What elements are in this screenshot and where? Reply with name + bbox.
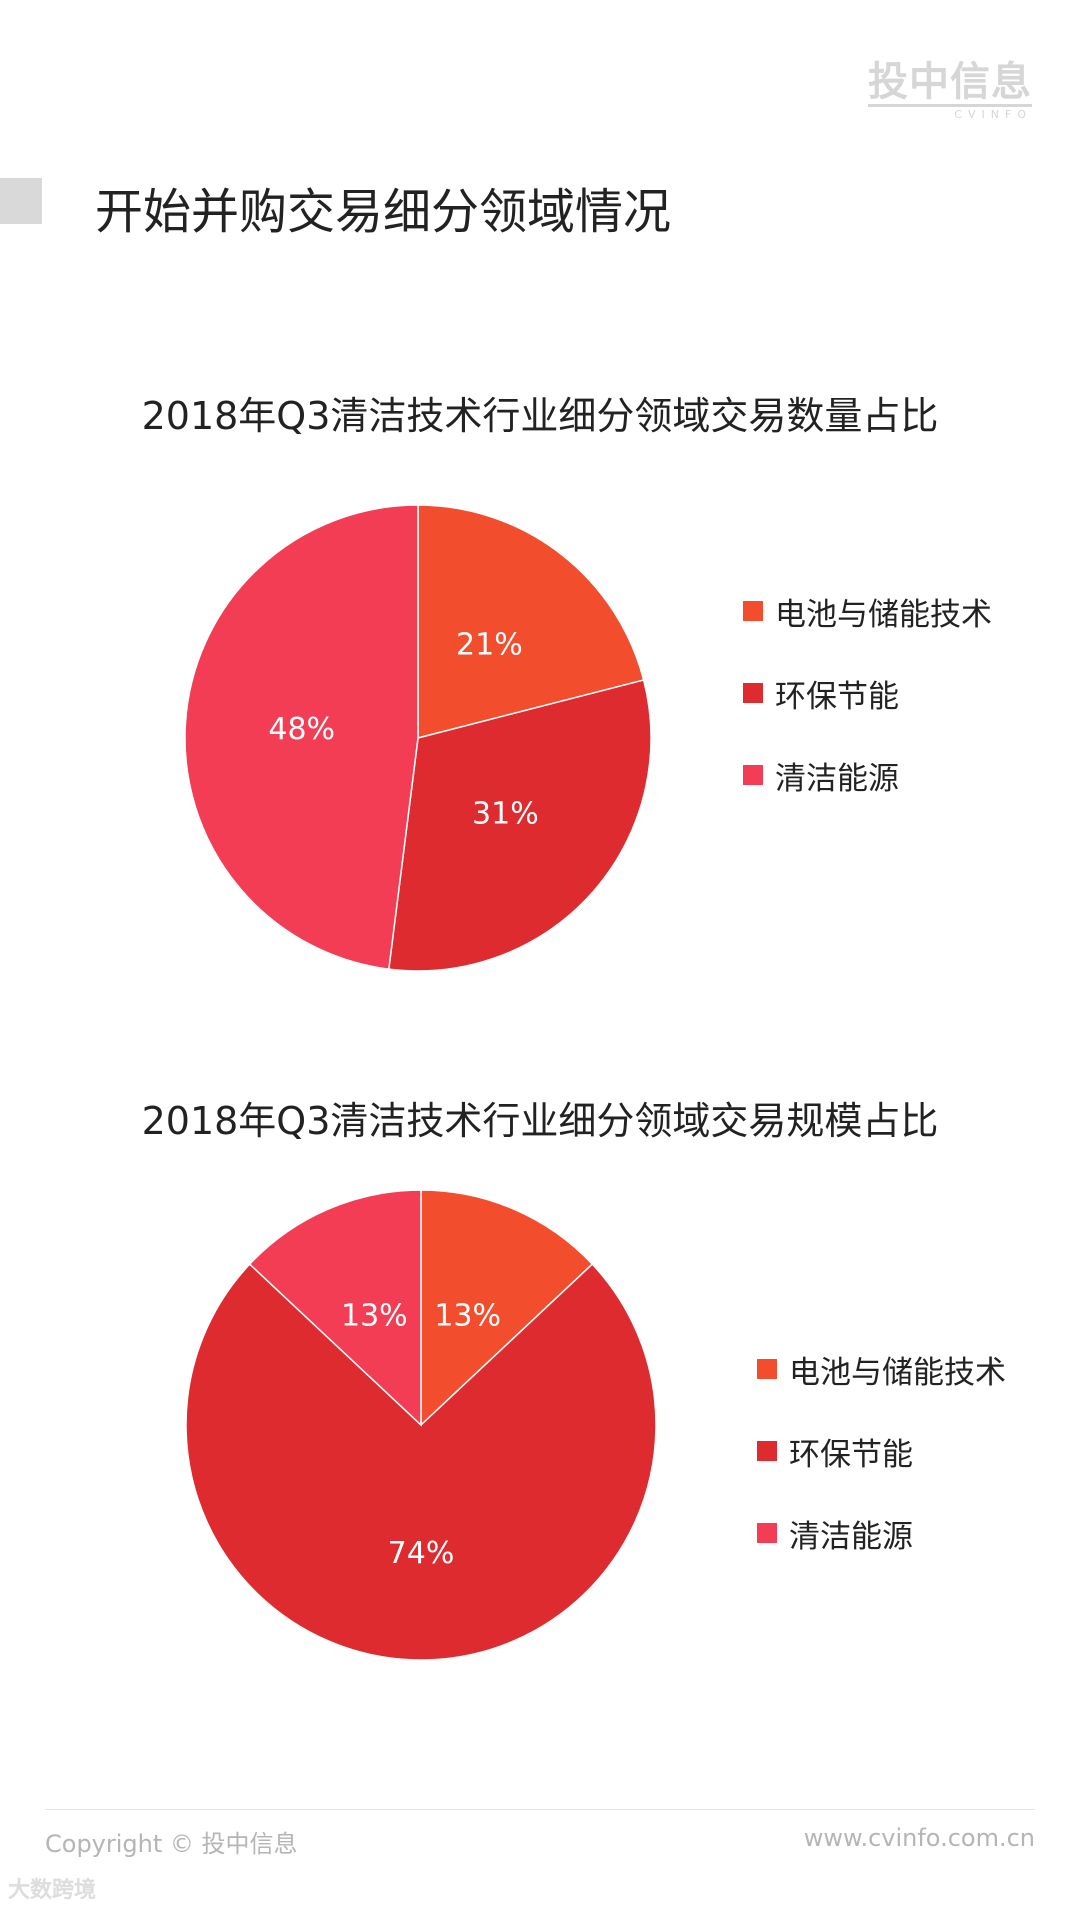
legend-swatch: [757, 1441, 777, 1461]
chart-1-pie: 21% 31% 48%: [184, 504, 652, 972]
legend-swatch: [757, 1359, 777, 1379]
legend-label: 电池与储能技术: [789, 1354, 1006, 1391]
watermark: 大数跨境: [8, 1878, 97, 1903]
legend-label: 清洁能源: [789, 1518, 913, 1555]
pie-data-label-3: 48%: [268, 712, 335, 747]
legend-swatch: [743, 601, 763, 621]
pie-data-label-2: 74%: [388, 1536, 455, 1571]
footer-url[interactable]: www.cvinfo.com.cn: [803, 1824, 1035, 1852]
pie-slice-3: [248, 1189, 422, 1427]
chart-2-title: 2018年Q3清洁技术行业细分领域交易规模占比: [141, 1099, 939, 1143]
legend-item: 环保节能: [757, 1410, 1006, 1492]
legend-label: 环保节能: [775, 678, 899, 715]
chart-1-legend: 电池与储能技术 环保节能清洁能源: [743, 570, 992, 816]
legend-swatch: [743, 765, 763, 785]
footer-divider: [45, 1809, 1035, 1810]
legend-item: 清洁能源: [757, 1492, 1006, 1574]
legend-swatch: [743, 683, 763, 703]
page-title: 开始并购交易细分领域情况: [95, 184, 672, 240]
chart-1-title: 2018年Q3清洁技术行业细分领域交易数量占比: [141, 394, 939, 438]
pie-data-label-3: 13%: [341, 1299, 408, 1334]
legend-item: 清洁能源: [743, 734, 992, 816]
cvinfo-logo: 投中信息 CVINFO: [868, 60, 1032, 121]
legend-label: 电池与储能技术: [775, 596, 992, 633]
pie-data-label-1: 21%: [456, 627, 523, 662]
pie-slice-2: [185, 1263, 657, 1661]
footer-copyright: Copyright © 投中信息: [45, 1830, 298, 1858]
chart-2-legend: 电池与储能技术 环保节能清洁能源: [757, 1328, 1006, 1574]
pie-data-label-2: 31%: [472, 797, 539, 832]
pie-data-label-1: 13%: [434, 1299, 501, 1334]
legend-label: 环保节能: [789, 1436, 913, 1473]
legend-swatch: [757, 1523, 777, 1543]
legend-item: 电池与储能技术: [743, 570, 992, 652]
legend-item: 电池与储能技术: [757, 1328, 1006, 1410]
logo-en: CVINFO: [868, 104, 1032, 121]
pie-slice-2: [387, 679, 652, 972]
legend-label: 清洁能源: [775, 760, 899, 797]
title-accent-bar: [0, 178, 42, 224]
pie-slice-1: [420, 1189, 594, 1427]
pie-slice-3: [184, 504, 419, 971]
chart-2-pie: 13% 74% 13%: [185, 1189, 657, 1661]
pie-slice-1: [417, 504, 645, 739]
logo-cn: 投中信息: [868, 59, 1032, 105]
legend-item: 环保节能: [743, 652, 992, 734]
